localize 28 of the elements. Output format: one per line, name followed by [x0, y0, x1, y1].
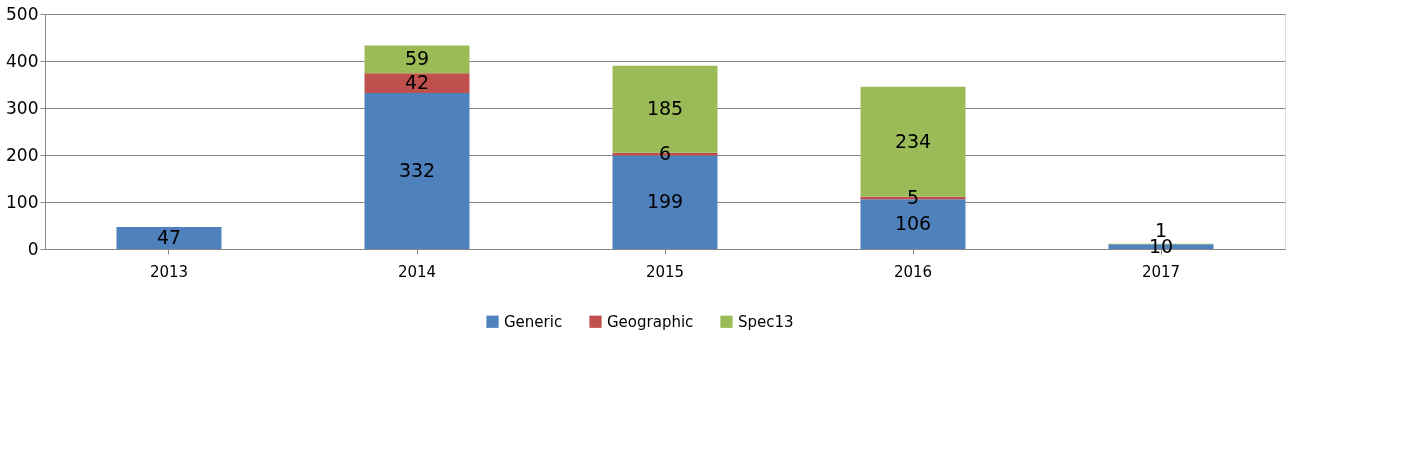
y-tick-label: 200: [6, 144, 39, 165]
data-label: 5: [906, 186, 920, 209]
data-label: 185: [646, 97, 684, 120]
x-tick-label: 2014: [397, 262, 437, 281]
data-label: 234: [894, 129, 932, 152]
legend-label: Generic: [504, 312, 563, 331]
data-label: 106: [894, 212, 932, 235]
data-label: 332: [398, 158, 436, 181]
data-label: 47: [156, 225, 182, 248]
data-label: 199: [646, 190, 684, 213]
bar: [116, 226, 222, 249]
bar: [364, 92, 470, 249]
bar: [364, 73, 470, 93]
x-tick-label: 2015: [645, 262, 685, 281]
x-tick-label: 2016: [893, 262, 933, 281]
data-label: 59: [404, 47, 430, 70]
data-label: 42: [404, 71, 430, 94]
data-label: 6: [658, 142, 672, 165]
y-tick-label: 400: [6, 50, 39, 71]
legend-label: Geographic: [607, 312, 694, 331]
y-tick-label: 0: [27, 238, 39, 259]
x-tick-label: 2013: [149, 262, 189, 281]
y-tick-label: 100: [6, 191, 39, 212]
bar: [364, 45, 470, 74]
x-tick-label: 2017: [1141, 262, 1181, 281]
legend-label: Spec13: [738, 312, 794, 331]
y-tick-label: 500: [6, 3, 39, 24]
y-tick-label: 300: [6, 97, 39, 118]
